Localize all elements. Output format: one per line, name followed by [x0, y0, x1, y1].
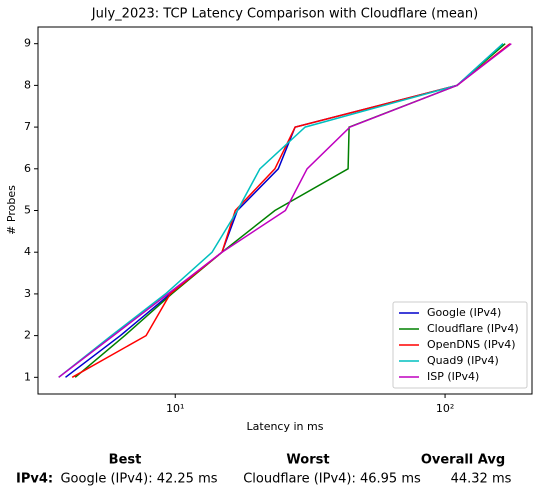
y-tick-label: 2 [24, 329, 31, 342]
summary-header: Overall Avg [421, 453, 505, 468]
y-tick-label: 4 [24, 245, 31, 258]
y-tick-label: 5 [24, 204, 31, 217]
legend-label: Quad9 (IPv4) [427, 354, 499, 367]
y-tick-label: 8 [24, 78, 31, 91]
series-line [58, 43, 512, 378]
x-tick-label: 10² [436, 402, 454, 415]
x-tick-label: 10¹ [166, 402, 184, 415]
legend-box [392, 301, 528, 389]
y-tick-label: 3 [24, 287, 31, 300]
y-tick-label: 7 [24, 120, 31, 133]
summary-header: Best [109, 453, 142, 468]
series-line [58, 43, 504, 378]
legend-label: Cloudflare (IPv4) [427, 322, 519, 335]
legend-label: ISP (IPv4) [427, 370, 479, 383]
legend-label: Google (IPv4) [427, 306, 501, 319]
summary-row-label: IPv4: [16, 472, 53, 487]
y-tick-label: 1 [24, 370, 31, 383]
chart-title: July_2023: TCP Latency Comparison with C… [91, 7, 478, 22]
x-axis-label: Latency in ms [247, 420, 324, 433]
legend-label: OpenDNS (IPv4) [427, 338, 516, 351]
summary-header: Worst [286, 453, 329, 468]
summary-average: 44.32 ms [451, 472, 512, 487]
series-line [71, 43, 511, 378]
y-axis-label: # Probes [5, 185, 18, 235]
y-tick-label: 9 [24, 37, 31, 50]
summary-worst: Cloudflare (IPv4): 46.95 ms [243, 472, 421, 487]
y-tick-label: 6 [24, 162, 31, 175]
summary-best: Google (IPv4): 42.25 ms [60, 472, 217, 487]
